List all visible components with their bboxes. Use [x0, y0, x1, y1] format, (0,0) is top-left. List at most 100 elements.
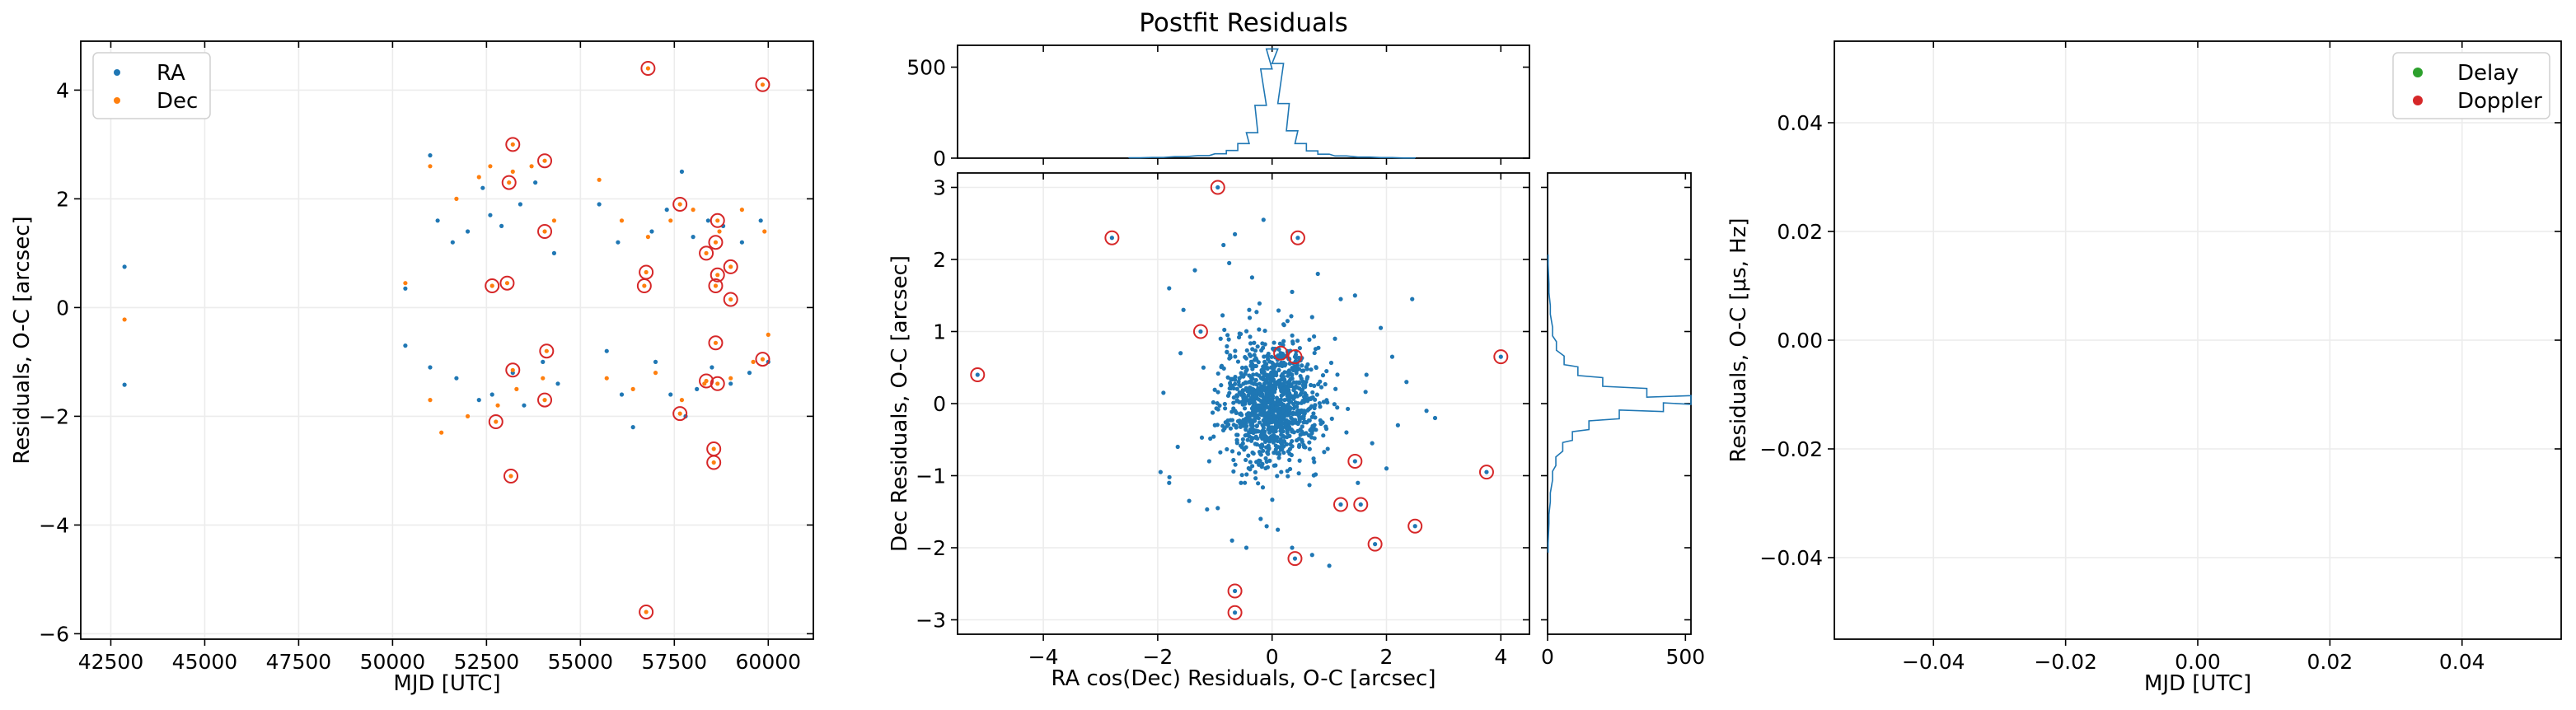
data-point-ra — [428, 153, 433, 158]
cluster-point — [1260, 461, 1265, 466]
cluster-point — [1270, 437, 1276, 442]
cluster-point — [1212, 387, 1217, 392]
cluster-point — [1262, 366, 1267, 371]
cluster-point — [1225, 446, 1229, 452]
outlier-point — [728, 264, 733, 269]
cluster-point — [1291, 401, 1296, 407]
x-tick-label: 55000 — [548, 650, 614, 674]
cluster-point — [1276, 378, 1281, 383]
data-point-ra — [489, 392, 494, 397]
cluster-point — [1261, 425, 1266, 431]
cluster-point — [1266, 427, 1271, 432]
outlier-marker — [710, 213, 725, 228]
cluster-point — [1278, 437, 1283, 441]
data-point-ra — [435, 218, 440, 223]
cluster-point — [1296, 444, 1302, 449]
data-point-ra — [533, 180, 538, 185]
cluster-point — [1259, 408, 1264, 413]
data-point — [1370, 441, 1375, 446]
cluster-point — [1253, 413, 1258, 418]
cluster-point — [1263, 455, 1268, 461]
cluster-point — [1253, 377, 1258, 383]
cluster-point — [1225, 418, 1230, 423]
data-point — [1410, 297, 1415, 301]
cluster-point — [1231, 395, 1236, 400]
outlier-marker — [970, 367, 986, 382]
data-point — [1212, 423, 1217, 427]
cluster-point — [1236, 334, 1242, 340]
outlier-point — [1373, 542, 1378, 547]
cluster-point — [1257, 381, 1262, 386]
data-point-ra — [664, 208, 669, 213]
outlier-marker — [672, 406, 688, 422]
data-point-dec — [717, 229, 722, 234]
cluster-point — [1234, 394, 1240, 399]
cluster-point — [1285, 430, 1290, 436]
data-point-ra — [122, 382, 127, 387]
y-tick-label: 0.00 — [1777, 329, 1823, 353]
cluster-point — [1259, 442, 1265, 447]
cluster-point — [1272, 381, 1278, 387]
data-point — [1187, 498, 1192, 503]
cluster-point — [1295, 401, 1300, 406]
outlier-marker — [699, 245, 714, 261]
outlier-marker — [723, 259, 738, 274]
cluster-point — [1298, 373, 1303, 379]
cluster-point — [1281, 339, 1286, 343]
outlier-marker — [505, 362, 521, 378]
outlier-marker — [485, 278, 500, 293]
data-point-ra — [758, 218, 763, 223]
data-point-ra — [739, 240, 744, 245]
outlier-point — [1232, 610, 1238, 615]
data-point — [1261, 217, 1266, 222]
legend-label-ra: RA — [157, 61, 185, 86]
cluster-point — [1281, 381, 1286, 385]
cluster-point — [1281, 375, 1286, 380]
cluster-point — [1263, 396, 1269, 402]
cluster-point — [1290, 427, 1295, 433]
outlier-marker — [708, 335, 724, 351]
data-point-dec — [728, 376, 733, 381]
cluster-point — [1300, 379, 1305, 384]
cluster-point — [1295, 421, 1300, 427]
x-tick-label: 2 — [1380, 645, 1393, 669]
outlier-marker — [1287, 349, 1303, 365]
panel3-legend: Delay Doppler — [2392, 52, 2550, 119]
outlier-point — [728, 297, 733, 302]
cluster-point — [1287, 457, 1292, 463]
cluster-point — [1229, 377, 1234, 382]
y-tick-label: 2 — [933, 248, 946, 272]
data-point-dec — [529, 164, 534, 169]
cluster-point — [1256, 416, 1261, 421]
cluster-point — [1237, 376, 1242, 381]
cluster-point — [1244, 385, 1248, 390]
cluster-point — [1312, 423, 1317, 427]
dec-residual-histogram — [1547, 254, 1692, 554]
cluster-point — [1259, 368, 1264, 373]
cluster-point — [1248, 334, 1253, 339]
cluster-point — [1237, 390, 1242, 395]
cluster-point — [1267, 385, 1272, 391]
cluster-point — [1302, 395, 1307, 399]
cluster-point — [1279, 383, 1284, 388]
cluster-point — [1309, 414, 1314, 419]
outlier-point — [494, 419, 499, 424]
cluster-point — [1305, 399, 1310, 404]
data-point-dec — [514, 386, 519, 391]
outlier-point — [704, 378, 709, 384]
data-point — [1178, 351, 1183, 356]
data-point — [1167, 480, 1172, 485]
data-point-dec — [476, 175, 481, 180]
cluster-point — [1252, 353, 1257, 357]
cluster-point — [1285, 386, 1290, 391]
cluster-point — [1307, 483, 1312, 488]
cluster-point — [1240, 388, 1245, 393]
data-point-ra — [541, 359, 546, 364]
cluster-point — [1325, 446, 1330, 451]
cluster-point — [1211, 434, 1216, 439]
cluster-point — [1283, 411, 1289, 416]
outlier-marker — [636, 278, 652, 293]
cluster-point — [1266, 418, 1271, 423]
outlier-marker — [1367, 536, 1383, 552]
data-point-dec — [465, 413, 471, 418]
